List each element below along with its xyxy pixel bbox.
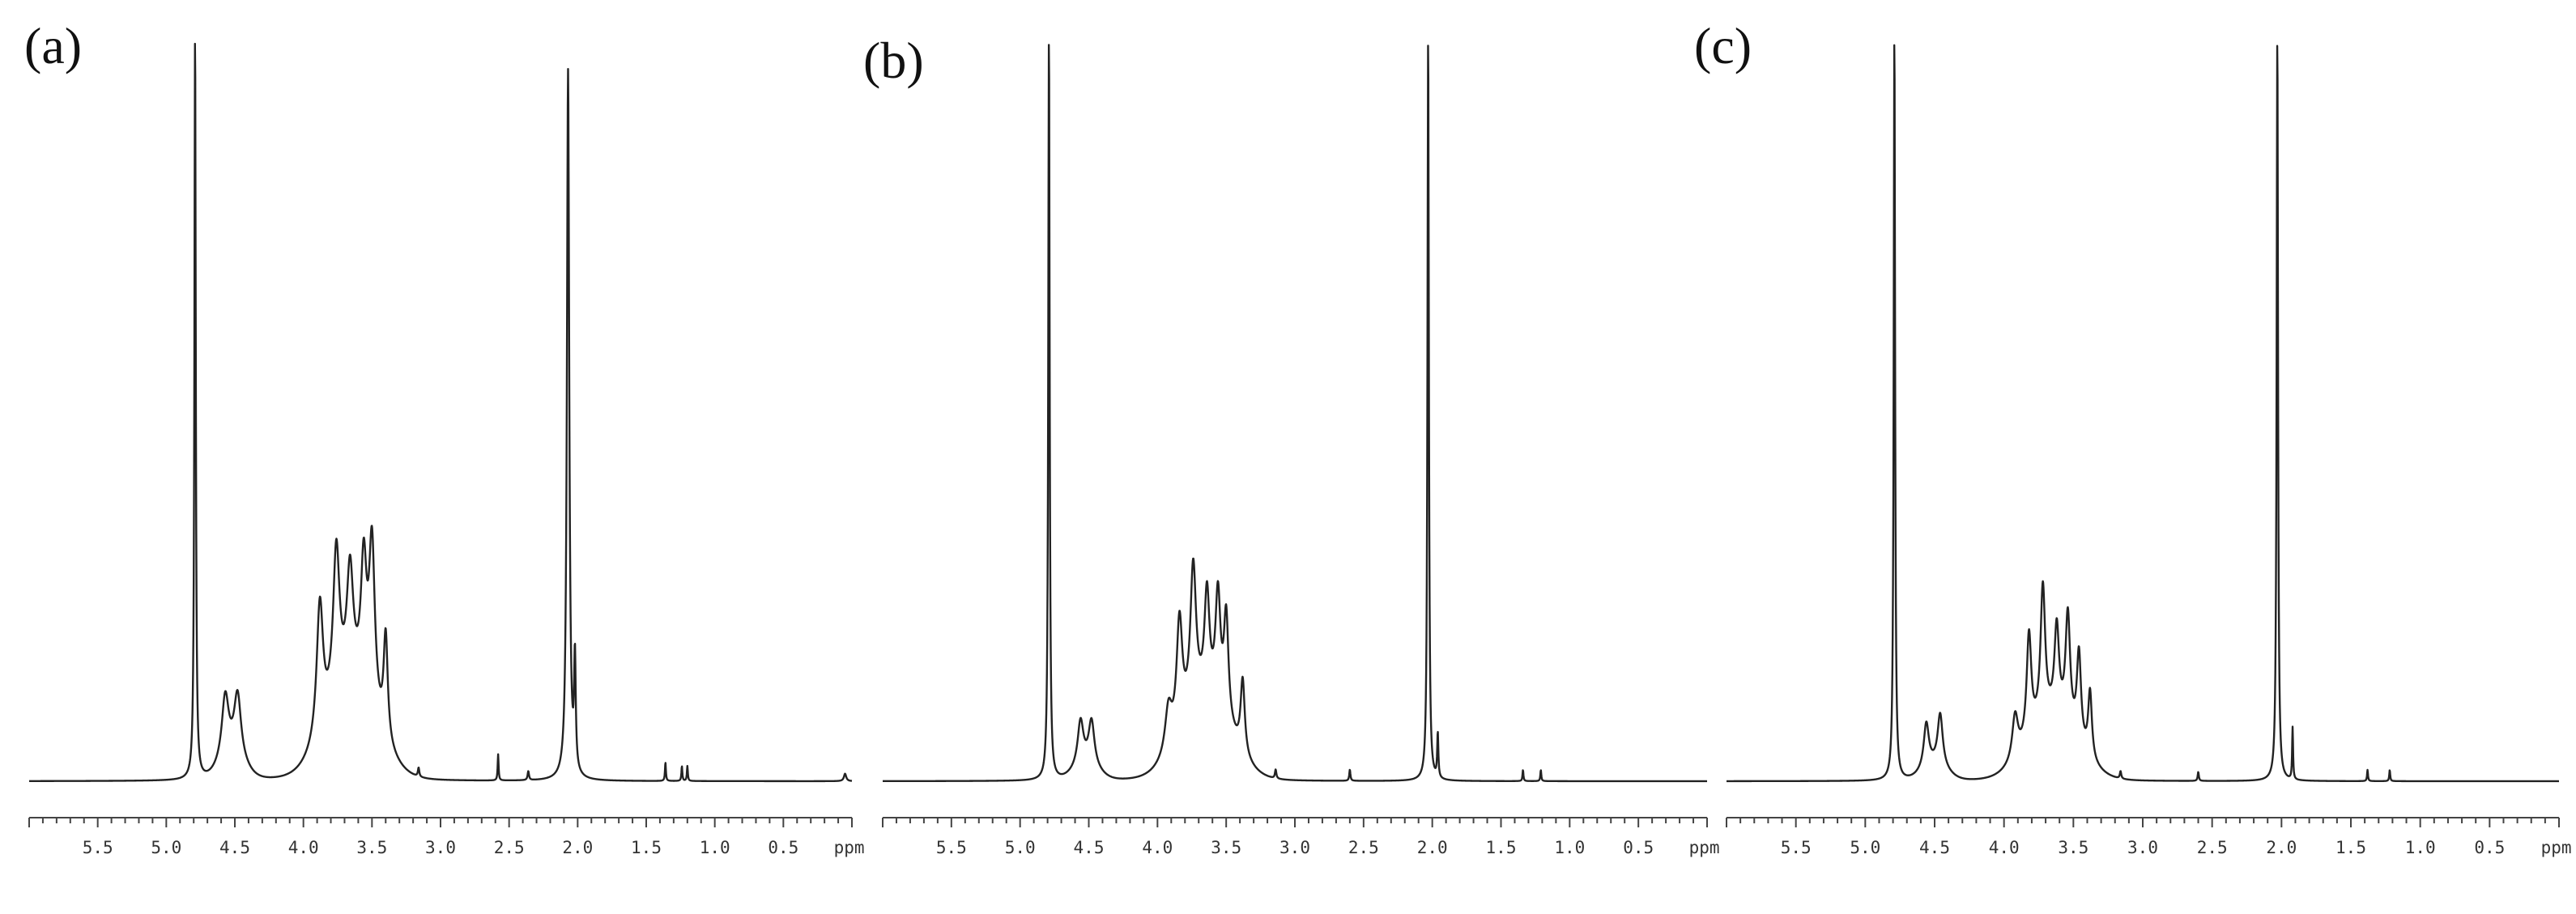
x-tick-label: 1.5 bbox=[2335, 838, 2366, 857]
x-tick-label: 1.5 bbox=[1486, 838, 1517, 857]
x-tick-label: 2.0 bbox=[1417, 838, 1448, 857]
x-tick-label: 5.0 bbox=[1005, 838, 1036, 857]
spectrum-panel-1: (a) 5.5 5.0 4.5 4.0 3.5 3.0 2.5 2.0 1.5 1.0 0.5 ppm bbox=[24, 17, 865, 857]
x-tick-label: 4.5 bbox=[1919, 838, 1950, 857]
x-tick-label: 5.5 bbox=[936, 838, 967, 857]
x-tick-label: 1.0 bbox=[700, 838, 730, 857]
x-tick-label: 1.5 bbox=[631, 838, 662, 857]
panel-label: (a) bbox=[24, 17, 82, 74]
spectrum-panel-2: (b) 5.5 5.0 4.5 4.0 3.5 3.0 2.5 2.0 1.5 1.0 0.5 ppm bbox=[863, 32, 1720, 857]
x-tick-label: 4.5 bbox=[1074, 838, 1105, 857]
x-tick-label: 3.5 bbox=[1211, 838, 1241, 857]
x-tick-label: 3.0 bbox=[2127, 838, 2158, 857]
x-tick-label: 3.0 bbox=[1279, 838, 1310, 857]
x-tick-label: 3.0 bbox=[425, 838, 456, 857]
x-tick-label: 3.5 bbox=[2058, 838, 2088, 857]
x-tick-label: 0.5 bbox=[2474, 838, 2505, 857]
panel-label: (b) bbox=[863, 32, 924, 89]
x-unit-label: ppm bbox=[834, 838, 865, 857]
x-tick-label: 5.0 bbox=[151, 838, 181, 857]
x-tick-label: 5.5 bbox=[1781, 838, 1812, 857]
spectrum-line bbox=[28, 42, 853, 783]
spectrum-line bbox=[1726, 44, 2560, 783]
x-tick-label: 4.0 bbox=[1989, 838, 2020, 857]
x-tick-label: 1.0 bbox=[1554, 838, 1585, 857]
x-tick-label: 0.5 bbox=[1623, 838, 1654, 857]
x-tick-label: 4.0 bbox=[288, 838, 319, 857]
spectrum-line bbox=[882, 44, 1708, 783]
x-tick-label: 1.0 bbox=[2405, 838, 2436, 857]
x-tick-label: 5.5 bbox=[83, 838, 113, 857]
x-tick-label: 4.5 bbox=[219, 838, 250, 857]
x-tick-label: 2.0 bbox=[2266, 838, 2297, 857]
x-unit-label: ppm bbox=[1689, 838, 1720, 857]
panel-label: (c) bbox=[1694, 17, 1752, 74]
x-tick-label: 2.0 bbox=[562, 838, 593, 857]
x-tick-label: 0.5 bbox=[768, 838, 798, 857]
x-tick-label: 2.5 bbox=[2197, 838, 2228, 857]
spectrum-panel-3: (c) 5.5 5.0 4.5 4.0 3.5 3.0 2.5 2.0 1.5 1.0 0.5 ppm bbox=[1694, 17, 2572, 857]
x-tick-label: 5.0 bbox=[1850, 838, 1880, 857]
x-tick-label: 2.5 bbox=[1348, 838, 1379, 857]
x-tick-label: 4.0 bbox=[1142, 838, 1173, 857]
x-tick-label: 3.5 bbox=[356, 838, 387, 857]
x-tick-label: 2.5 bbox=[494, 838, 525, 857]
x-unit-label: ppm bbox=[2541, 838, 2572, 857]
